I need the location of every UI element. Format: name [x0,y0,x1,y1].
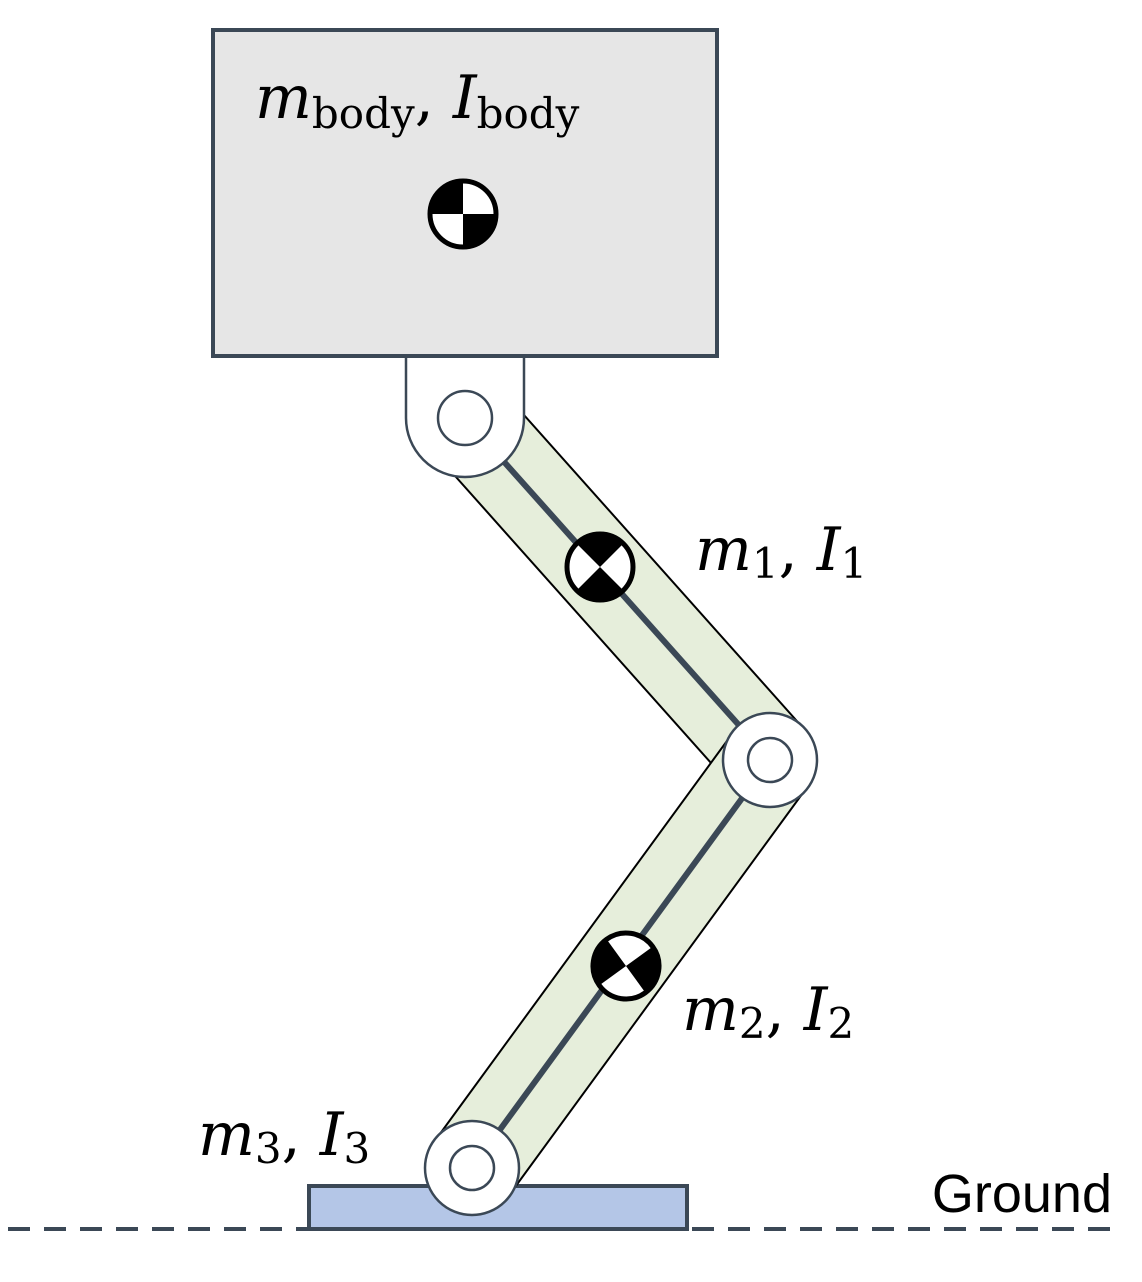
revolute-joint-icon [448,1144,496,1192]
body-mass-inertia-label: mbody, Ibody [255,63,580,138]
revolute-joint-icon [746,736,794,784]
link-3-mass-inertia-label: m3, I3 [198,1100,370,1173]
link-2-mass-inertia-label: m2, I2 [682,975,854,1048]
link-1-mass-inertia-label: m1, I1 [695,515,867,588]
center-of-mass-icon [564,531,636,603]
ground-label: Ground [932,1164,1112,1224]
knee-joint [721,711,819,809]
center-of-mass-icon [427,178,499,250]
revolute-joint-icon [436,389,494,447]
hip-joint [436,389,494,447]
center-of-mass-icon [590,930,662,1002]
ankle-joint [423,1119,521,1217]
